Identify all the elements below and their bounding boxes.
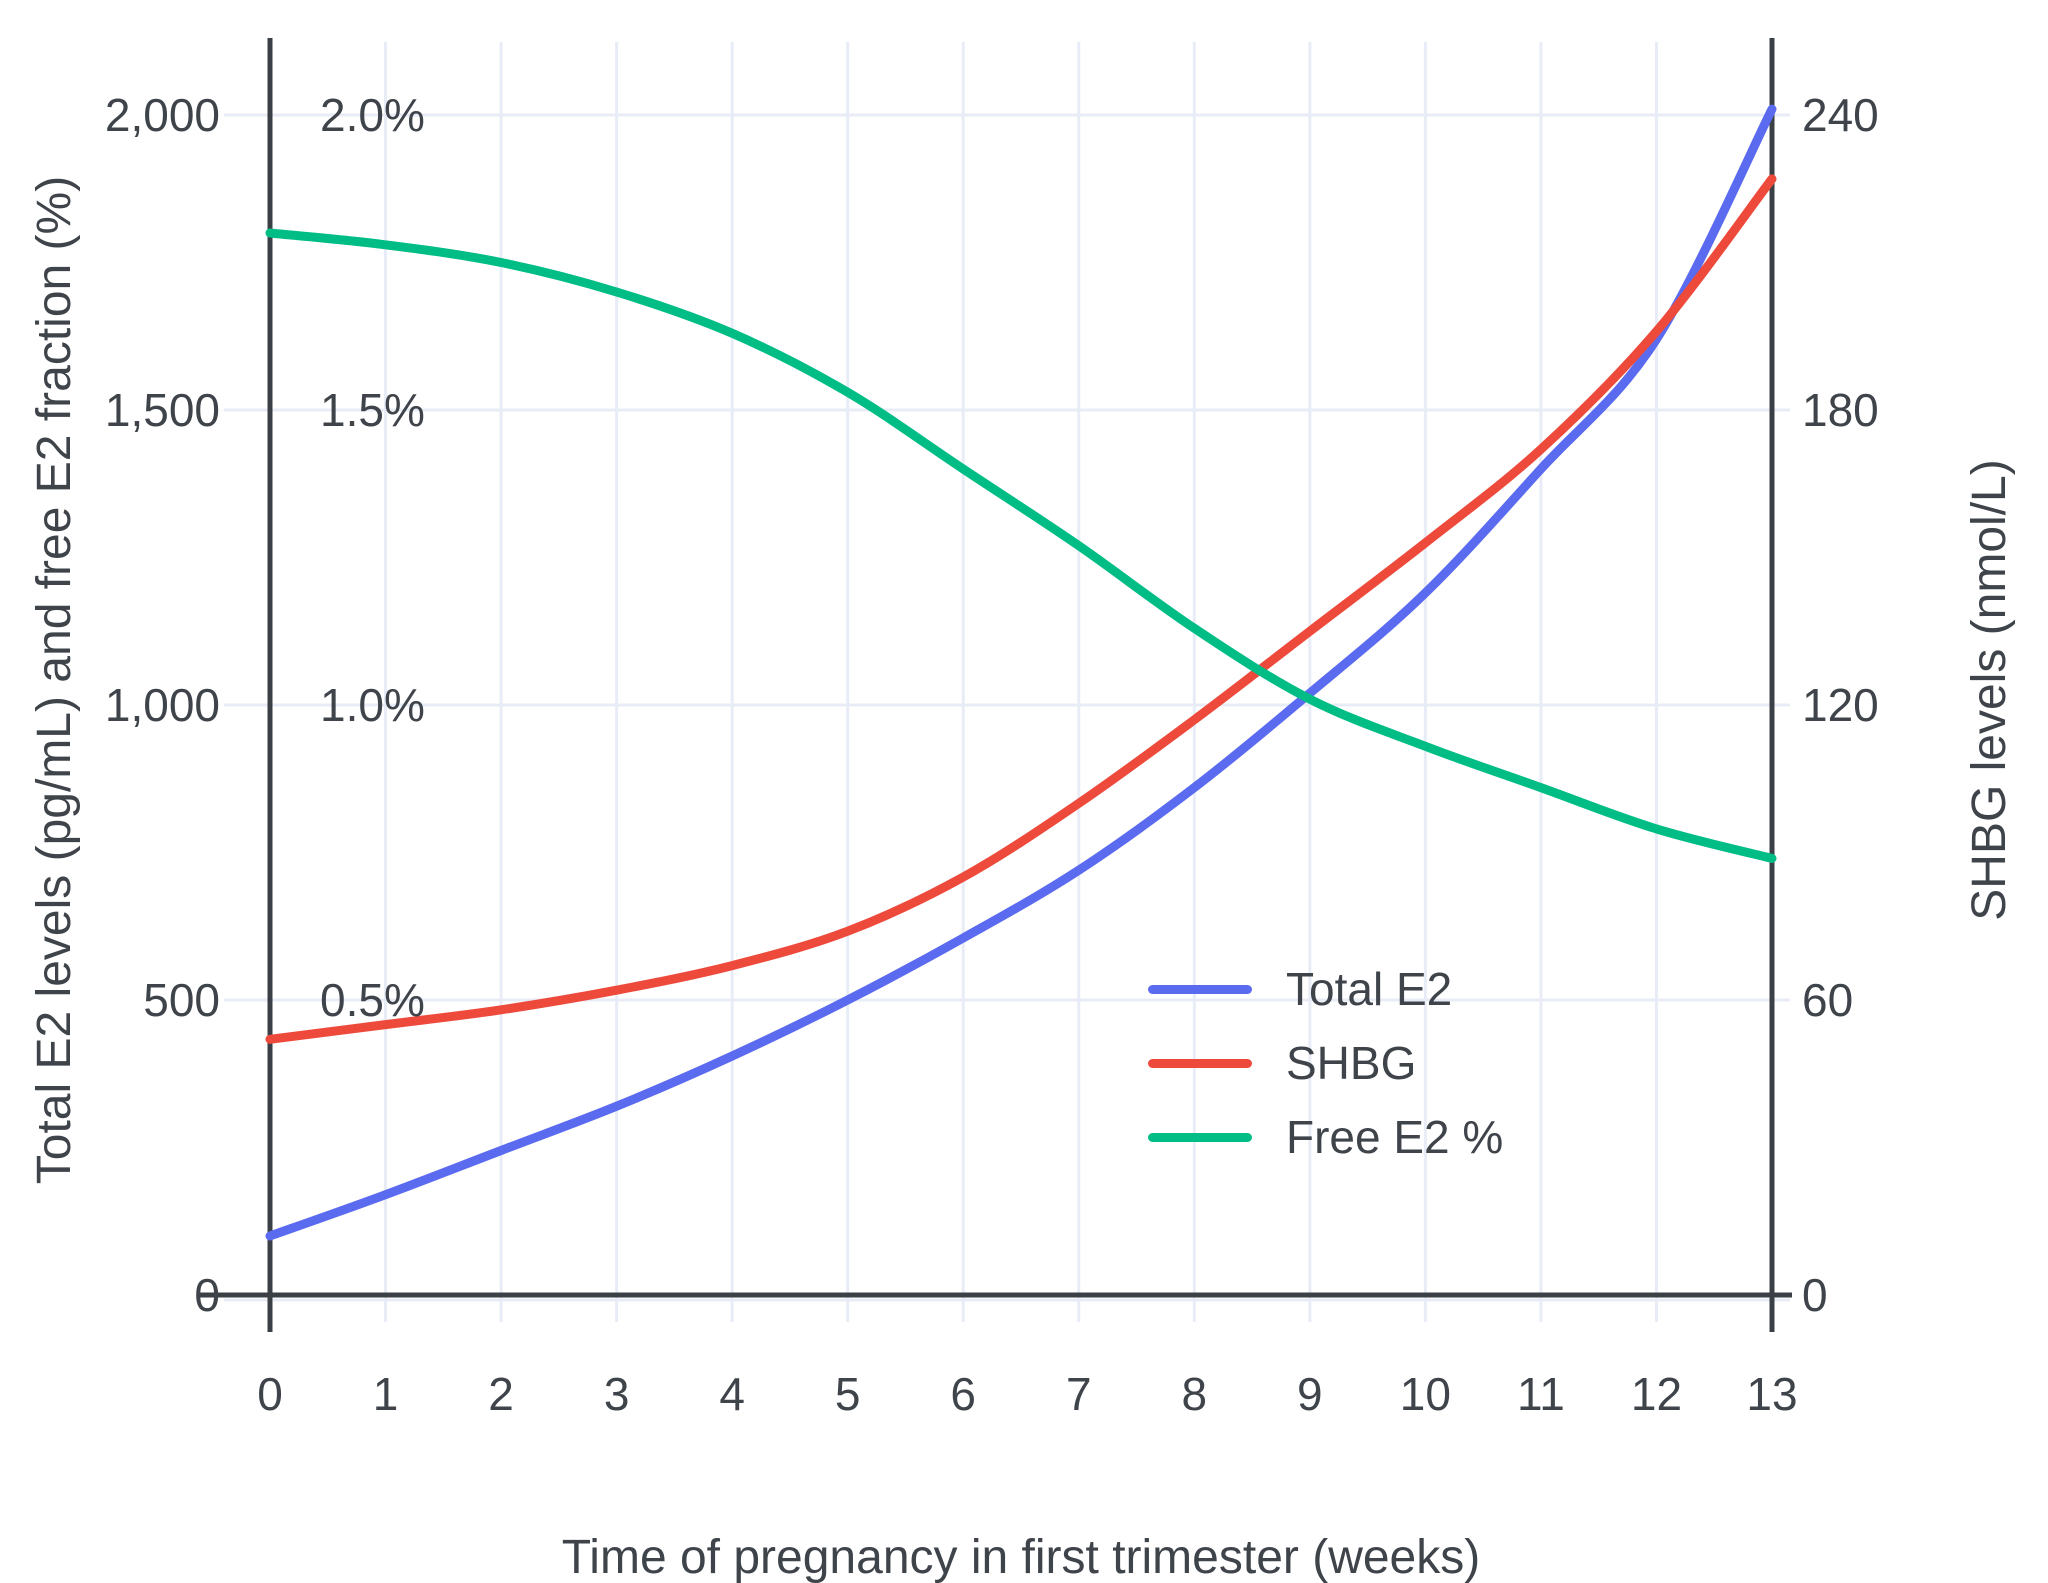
percent-tick-label: 1.0% [320,679,425,731]
legend-label-total-e2: Total E2 [1286,963,1453,1015]
x-tick-label: 6 [950,1368,977,1420]
legend-label-shbg: SHBG [1286,1037,1417,1089]
percent-tick-label: 2.0% [320,89,425,141]
legend-label-free-e2: Free E2 % [1286,1111,1504,1163]
series-line-total-e2 [265,104,1777,1241]
percent-tick-label: 1.5% [320,384,425,436]
x-tick-label: 9 [1297,1368,1323,1420]
legend-swatch-shbg [1148,1058,1252,1068]
y-left-tick-label: 1,000 [104,679,220,731]
percent-tick-label: 0.5% [320,974,425,1026]
x-tick-label: 8 [1181,1368,1208,1420]
x-tick-label: 5 [834,1368,861,1420]
legend-swatch-total-e2 [1148,984,1252,994]
legend-item-free-e2[interactable]: Free E2 % [1148,1100,1503,1174]
legend-item-shbg[interactable]: SHBG [1148,1026,1503,1100]
legend-swatch-free-e2 [1148,1132,1252,1142]
y-right-tick-label: 0 [1802,1269,1828,1321]
y-left-tick-label: 0 [194,1269,220,1321]
x-tick-label: 13 [1746,1368,1798,1420]
y-left-axis-title: Total E2 levels (pg/mL) and free E2 frac… [28,175,81,1185]
x-tick-label: 11 [1517,1368,1565,1420]
legend-item-total-e2[interactable]: Total E2 [1148,952,1503,1026]
x-tick-label: 3 [603,1368,630,1420]
y-right-tick-label: 60 [1802,974,1854,1026]
legend: Total E2 SHBG Free E2 % [1148,952,1503,1174]
x-tick-label: 7 [1065,1368,1092,1420]
x-tick-label: 2 [488,1368,514,1420]
y-left-tick-label: 500 [143,974,220,1026]
x-axis-title: Time of pregnancy in first trimester (we… [561,1531,1481,1583]
x-tick-label: 0 [257,1368,283,1420]
x-tick-label: 4 [719,1368,745,1420]
x-tick-label: 1 [372,1368,399,1420]
x-tick-label: 12 [1630,1368,1683,1420]
series-line-shbg [265,174,1777,1044]
y-left-tick-label: 2,000 [104,89,220,141]
y-right-axis-title: SHBG levels (nmol/L) [1963,459,2016,921]
y-left-tick-label: 1,500 [104,384,220,436]
y-right-tick-label: 120 [1802,679,1879,731]
y-right-tick-label: 180 [1802,384,1879,436]
y-right-tick-label: 240 [1802,89,1879,141]
series-line-free-e2 [265,228,1777,863]
x-tick-label: 10 [1399,1368,1451,1420]
